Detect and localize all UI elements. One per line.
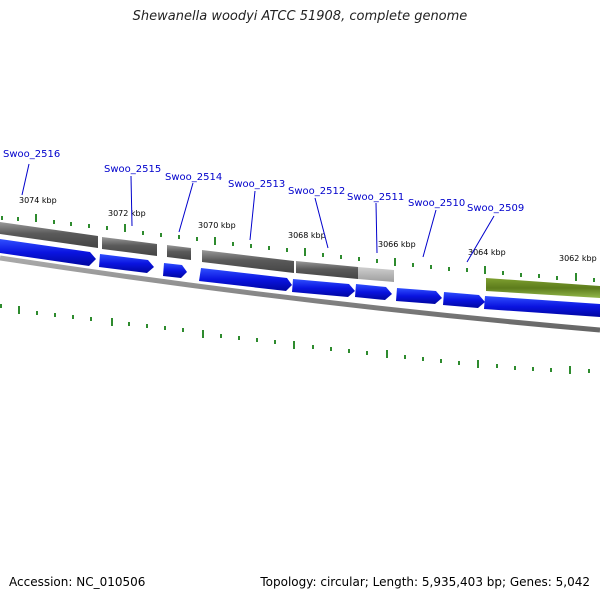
gene-label[interactable]: Swoo_2514	[165, 172, 222, 183]
label-leaders	[21, 163, 495, 263]
cds-track	[0, 222, 600, 298]
scale-label: 3062 kbp	[559, 254, 597, 263]
gene-label[interactable]: Swoo_2513	[228, 179, 285, 190]
gene-label[interactable]: Swoo_2515	[104, 164, 161, 175]
gene-arrow[interactable]	[199, 268, 292, 291]
gene-label[interactable]: Swoo_2509	[467, 203, 524, 214]
gene-label[interactable]: Swoo_2510	[408, 198, 465, 209]
leader-line	[314, 197, 329, 249]
accession-label: Accession: NC_010506	[9, 575, 146, 589]
leader-line	[21, 163, 30, 196]
gene-arrow[interactable]	[396, 288, 442, 304]
genome-summary: Topology: circular; Length: 5,935,403 bp…	[260, 575, 590, 589]
map-title: Shewanella woodyi ATCC 51908, complete g…	[132, 9, 468, 24]
genome-backbone	[0, 255, 600, 333]
leader-line	[466, 215, 495, 263]
outer-tick-row	[1, 214, 595, 282]
gene-arrow[interactable]	[0, 239, 96, 266]
leader-line	[375, 202, 378, 254]
gene-arrow[interactable]	[99, 254, 154, 273]
scale-label: 3064 kbp	[468, 248, 506, 257]
scale-label: 3070 kbp	[198, 221, 236, 230]
cds-feature[interactable]	[0, 222, 98, 248]
gene-arrow[interactable]	[163, 263, 187, 278]
rna-feature[interactable]	[486, 278, 600, 298]
leader-line	[130, 175, 133, 227]
scale-label: 3068 kbp	[288, 231, 326, 240]
scale-label: 3072 kbp	[108, 209, 146, 218]
cds-feature[interactable]	[358, 267, 394, 282]
gene-label[interactable]: Swoo_2516	[3, 149, 60, 160]
gene-arrow[interactable]	[443, 292, 485, 308]
gene-track	[0, 239, 600, 317]
scale-labels: 3074 kbp 3072 kbp 3070 kbp 3068 kbp 3066…	[19, 196, 597, 263]
scale-label: 3074 kbp	[19, 196, 57, 205]
leader-line	[178, 182, 194, 233]
gene-arrow[interactable]	[292, 279, 355, 297]
leader-line	[422, 209, 437, 258]
inner-tick-row	[0, 304, 590, 374]
leader-line	[249, 190, 256, 241]
cds-feature[interactable]	[102, 237, 157, 256]
cds-feature[interactable]	[167, 245, 191, 260]
gene-arrow[interactable]	[355, 284, 392, 300]
gene-labels: Swoo_2516 Swoo_2515 Swoo_2514 Swoo_2513 …	[3, 149, 524, 214]
gene-arrow[interactable]	[484, 296, 600, 317]
scale-label: 3066 kbp	[378, 240, 416, 249]
cds-feature[interactable]	[202, 250, 294, 273]
gene-label[interactable]: Swoo_2512	[288, 186, 345, 197]
cds-feature[interactable]	[296, 261, 358, 279]
gene-label[interactable]: Swoo_2511	[347, 192, 404, 203]
